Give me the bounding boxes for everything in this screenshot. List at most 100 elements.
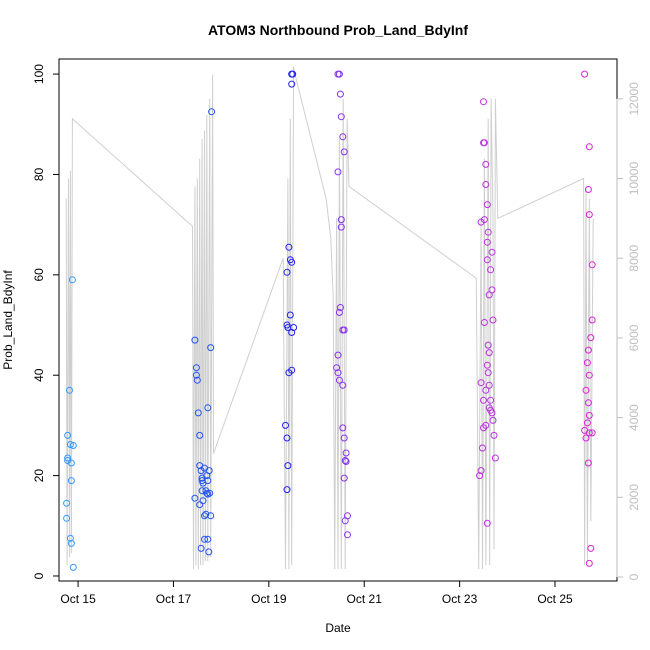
x-tick-label: Oct 19	[251, 592, 287, 606]
data-point	[192, 371, 200, 379]
y2-tick-label: 10000	[627, 162, 641, 196]
data-point	[69, 442, 77, 449]
data-point	[487, 266, 495, 274]
data-point	[584, 399, 592, 407]
data-point	[335, 309, 343, 316]
data-point	[341, 517, 349, 525]
data-point	[196, 501, 204, 509]
data-point	[284, 462, 292, 470]
data-point	[334, 369, 342, 377]
y-tick-label: 80	[32, 167, 46, 181]
data-point	[480, 139, 488, 147]
data-point	[482, 160, 490, 168]
data-point	[334, 168, 342, 176]
data-point	[489, 316, 497, 324]
data-point	[477, 379, 485, 387]
data-point	[587, 544, 595, 552]
secondary-series	[65, 66, 594, 570]
data-point	[484, 341, 492, 349]
y2-tick-label: 6000	[627, 324, 641, 351]
data-point	[66, 534, 74, 542]
data-point	[584, 346, 592, 354]
data-point	[484, 369, 492, 377]
x-tick-label: Oct 25	[537, 592, 573, 606]
data-point	[285, 243, 293, 251]
y2-tick-label: 8000	[627, 245, 641, 272]
y-tick-label: 20	[32, 469, 46, 483]
data-point	[477, 218, 485, 226]
x-axis: Oct 15 Oct 17 Oct 19 Oct 21 Oct 23 Oct 25	[60, 581, 573, 606]
data-point	[581, 70, 589, 78]
data-point	[483, 361, 491, 369]
data-point	[286, 311, 294, 319]
data-point	[193, 376, 201, 384]
data-point	[482, 386, 490, 394]
data-point	[476, 472, 484, 480]
chart-title: ATOM3 Northbound Prob_Land_BdyInf	[208, 22, 468, 38]
data-point	[585, 211, 593, 219]
data-point	[483, 519, 491, 527]
y-tick-label: 40	[32, 368, 46, 382]
data-point	[337, 113, 345, 121]
x-tick-label: Oct 17	[156, 592, 192, 606]
y2-tick-label: 0	[627, 573, 641, 580]
data-point	[201, 535, 208, 543]
data-point	[585, 411, 593, 419]
data-point	[340, 326, 348, 334]
data-point	[191, 336, 199, 344]
y-axis-label: Prob_Land_BdyInf	[1, 270, 15, 370]
data-point	[337, 216, 345, 224]
data-point	[336, 90, 344, 98]
data-point	[583, 359, 591, 367]
data-point	[66, 386, 73, 394]
data-point	[204, 404, 212, 412]
data-point	[333, 364, 341, 372]
y2-axis: 0 2000 4000 6000 8000 10000 12000	[616, 82, 641, 580]
data-point	[282, 421, 289, 429]
data-point	[203, 472, 211, 480]
data-point	[339, 381, 347, 389]
data-point	[66, 441, 74, 448]
data-point	[340, 474, 348, 482]
data-point	[203, 489, 211, 497]
data-point	[204, 535, 212, 543]
data-point	[67, 539, 75, 547]
data-point	[64, 454, 72, 462]
series-3	[333, 70, 351, 539]
y2-tick-label: 12000	[627, 82, 641, 116]
series-1	[191, 108, 216, 556]
data-point	[490, 431, 498, 439]
x-axis-label: Date	[325, 621, 351, 635]
data-point	[204, 477, 212, 485]
data-point	[191, 494, 199, 502]
y-tick-label: 60	[32, 268, 46, 282]
data-point	[488, 248, 496, 256]
data-point	[483, 256, 491, 264]
data-point	[344, 531, 351, 539]
data-point	[69, 563, 77, 571]
data-point	[584, 459, 592, 467]
data-point	[283, 268, 291, 276]
data-point	[488, 286, 496, 294]
data-point	[477, 467, 485, 475]
data-point	[63, 514, 71, 522]
x-tick-label: Oct 23	[442, 592, 478, 606]
data-point	[339, 424, 347, 432]
data-point	[194, 409, 202, 417]
series-4	[476, 98, 499, 527]
data-point	[479, 444, 486, 452]
data-point	[208, 108, 216, 116]
data-point	[342, 449, 350, 457]
data-point	[206, 489, 214, 497]
data-point	[288, 366, 296, 374]
data-point	[583, 419, 591, 427]
data-point	[585, 143, 593, 151]
data-point	[483, 238, 491, 246]
data-point	[585, 429, 593, 437]
data-point	[207, 344, 215, 352]
data-point	[584, 186, 592, 193]
series-5	[581, 70, 596, 567]
secondary-line	[65, 66, 594, 570]
y2-tick-label: 2000	[627, 484, 641, 511]
y-tick-label: 0	[32, 572, 46, 579]
